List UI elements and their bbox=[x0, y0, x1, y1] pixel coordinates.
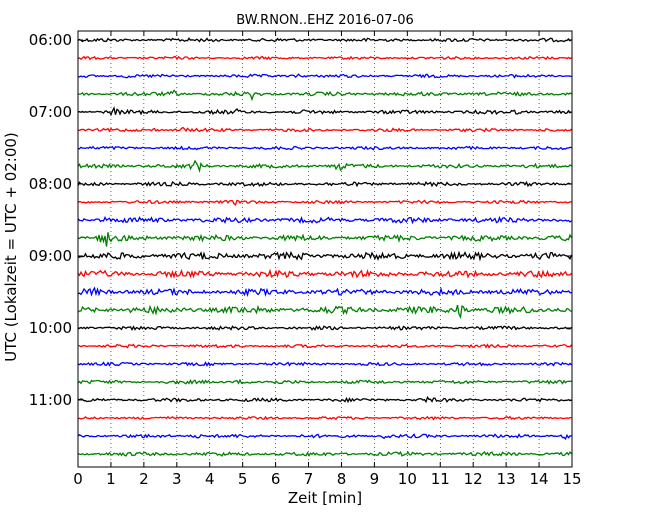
y-tick-label: 11:00 bbox=[29, 391, 72, 409]
trace-0915 bbox=[77, 268, 572, 279]
trace-0630 bbox=[77, 73, 572, 79]
trace-0830 bbox=[77, 215, 572, 225]
trace-0615 bbox=[77, 55, 572, 61]
y-axis-label: UTC (Lokalzeit = UTC + 02:00) bbox=[2, 132, 20, 362]
x-tick-label: 4 bbox=[205, 470, 215, 488]
trace-1115 bbox=[77, 415, 572, 421]
x-axis-label: Zeit [min] bbox=[288, 489, 362, 507]
trace-1015 bbox=[77, 343, 573, 349]
x-tick-label: 3 bbox=[172, 470, 182, 488]
vertical-gridlines bbox=[110, 31, 540, 467]
x-tick-label: 14 bbox=[530, 470, 549, 488]
trace-1000 bbox=[77, 325, 572, 332]
trace-0645 bbox=[77, 89, 572, 102]
trace-0815 bbox=[77, 199, 572, 206]
x-tick-label: 13 bbox=[497, 470, 516, 488]
trace-0945 bbox=[77, 304, 572, 320]
trace-1045 bbox=[77, 378, 572, 385]
x-tick-label: 9 bbox=[370, 470, 380, 488]
trace-1130 bbox=[77, 433, 572, 440]
trace-0800 bbox=[77, 180, 572, 188]
x-tick-label: 12 bbox=[464, 470, 483, 488]
y-tick-label: 06:00 bbox=[29, 31, 72, 49]
y-tick-label: 08:00 bbox=[29, 175, 72, 193]
x-tick-label: 2 bbox=[139, 470, 149, 488]
trace-0745 bbox=[77, 159, 572, 173]
x-tick-label: 15 bbox=[562, 470, 581, 488]
x-tick-label: 7 bbox=[304, 470, 314, 488]
x-tick-label: 8 bbox=[337, 470, 347, 488]
x-tick-label: 6 bbox=[271, 470, 281, 488]
x-tick-label: 10 bbox=[398, 470, 417, 488]
x-tick-label: 11 bbox=[431, 470, 450, 488]
axis-ticks: 0 1 2 3 4 5 6 7 8 9 10 11 12 13 14 1506:0007:0008:0009:… bbox=[29, 31, 582, 488]
trace-0900 bbox=[77, 250, 573, 262]
trace-0600 bbox=[77, 37, 572, 43]
y-tick-label: 07:00 bbox=[29, 103, 72, 121]
trace-group bbox=[77, 37, 573, 457]
trace-0845 bbox=[77, 232, 573, 247]
trace-0930 bbox=[77, 286, 572, 298]
chart-title: BW.RNON..EHZ 2016-07-06 bbox=[236, 13, 414, 28]
x-tick-label: 0 bbox=[73, 470, 83, 488]
y-tick-label: 09:00 bbox=[29, 247, 72, 265]
trace-0730 bbox=[77, 145, 572, 151]
trace-0715 bbox=[77, 126, 572, 133]
x-tick-label: 1 bbox=[106, 470, 116, 488]
trace-1145 bbox=[77, 450, 572, 457]
y-tick-label: 10:00 bbox=[29, 319, 72, 337]
trace-1030 bbox=[77, 361, 572, 367]
trace-0700 bbox=[77, 106, 572, 117]
plot-frame bbox=[77, 30, 573, 468]
x-tick-label: 5 bbox=[238, 470, 248, 488]
trace-1100 bbox=[77, 395, 572, 404]
